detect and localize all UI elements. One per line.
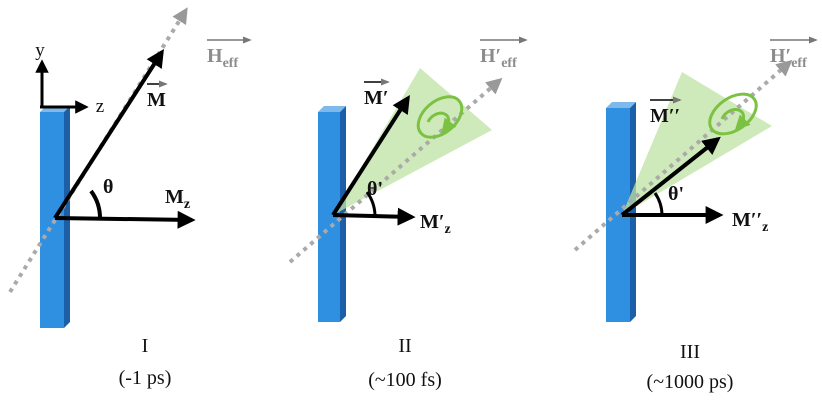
axis-label: y [35,40,45,61]
panel-time: (~1000 ps) [647,371,734,393]
axis-label: z [96,96,104,117]
moment-label: M [147,89,166,111]
panel-numeral: III [680,341,700,363]
diagram: y z Heff M θ Mz I (-1 ps) H′eff M′ θ' M′… [0,0,822,401]
field-label: H′eff [770,45,807,71]
angle-label: θ [103,176,113,198]
label-part: z [184,197,190,212]
label-part: M′′ [732,209,762,231]
label-part: eff [501,56,517,71]
component-label: Mz [165,186,190,212]
label-part: H′ [480,45,501,67]
component-label: M′′z [732,209,768,235]
angle-label: θ' [367,178,383,200]
panel-2: H′eff M′ θ' M′z II (~100 fs) [290,40,526,391]
component-label: M′z [420,211,451,237]
label-part: M′ [420,211,445,233]
label-part: H [207,45,223,67]
panel-3: H′eff M′′ θ' M′′z III (~1000 ps) [575,40,816,393]
angle-label: θ' [668,183,684,205]
label-part: z [445,222,451,237]
panel-numeral: II [398,335,411,357]
label-part: eff [223,56,239,71]
moment-label: M′ [364,87,389,109]
field-label: Heff [207,45,238,71]
panel-time: (-1 ps) [119,367,172,389]
label-part: eff [791,56,807,71]
moment-label: M′′ [650,105,680,127]
field-label: H′eff [480,45,517,71]
label-part: H′ [770,45,791,67]
panel-time: (~100 fs) [368,369,442,391]
panel-numeral: I [142,335,149,357]
label-part: z [762,220,768,235]
panel-1: y z Heff M θ Mz I (-1 ps) [10,10,250,389]
label-part: M [165,186,184,208]
